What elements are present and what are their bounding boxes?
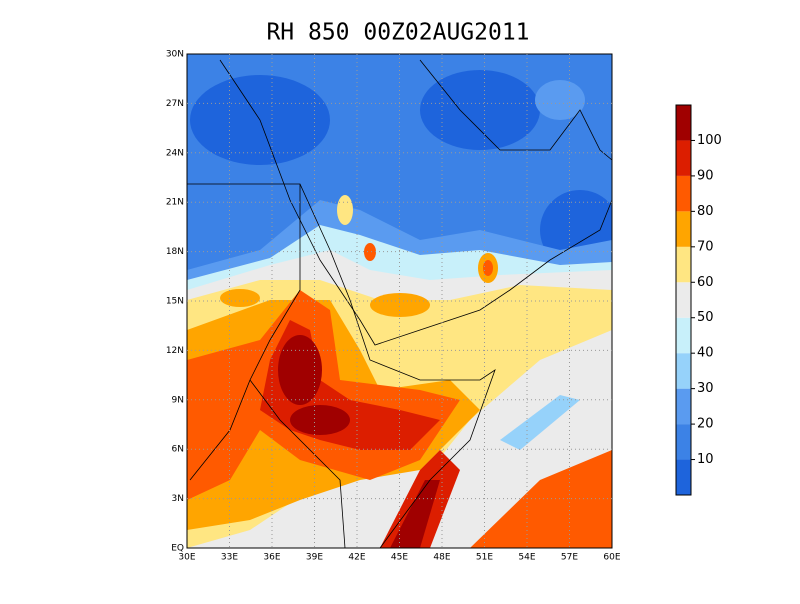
y-tick-label: 30N [166,50,184,60]
coastlines [187,59,613,549]
x-tick-label: 45E [391,553,408,563]
colorbar-swatch [676,211,691,247]
colorbar-swatch [676,282,691,318]
colorbar-swatch [676,317,691,354]
x-tick-label: 57E [561,553,578,563]
colorbar-label: 40 [697,346,714,361]
y-tick-label: 15N [166,297,184,307]
colorbar-label: 10 [697,452,714,467]
colorbar-swatch [676,459,691,495]
colorbar-label: 60 [697,275,714,290]
x-tick-label: 33E [221,553,238,563]
y-tick-label: EQ [171,544,184,554]
colorbar-label: 50 [697,310,714,325]
colorbar-swatch [676,353,691,389]
colorbar: 10 20 30 40 50 60 70 80 90 100 [675,104,722,496]
colorbar-swatch [676,105,691,141]
colorbar-label: 70 [697,239,714,254]
y-tick-label: 18N [166,247,184,257]
colorbar-label: 100 [697,133,722,148]
colorbar-frame [675,104,692,496]
colorbar-swatch [676,175,691,212]
y-tick-label: 21N [166,198,184,208]
colorbar-label: 30 [697,381,714,396]
colorbar-swatch [676,388,691,425]
x-tick-label: 39E [306,553,323,563]
y-tick-label: 9N [172,395,184,405]
colorbar-swatch [676,140,691,176]
colorbar-label: 80 [697,204,714,219]
y-tick-label: 12N [166,346,184,356]
y-tick-label: 6N [172,445,184,455]
x-tick-label: 54E [518,553,535,563]
grid: 30E 33E 36E 39E 42E 45E 48E 51E 54E 57E 60E EQ 3N 6N 9… [166,50,621,563]
x-tick-label: 36E [263,553,280,563]
colorbar-swatch [676,424,691,460]
x-tick-label: 60E [603,553,620,563]
x-tick-label: 30E [178,553,195,563]
colorbar-label: 90 [697,168,714,183]
x-tick-label: 48E [433,553,450,563]
y-tick-label: 27N [166,99,184,109]
title: RH 850 00Z02AUG2011 [266,20,529,46]
colorbar-swatch [676,246,691,283]
x-tick-label: 42E [348,553,365,563]
y-tick-label: 24N [166,148,184,158]
y-tick-label: 3N [172,494,184,504]
x-tick-label: 51E [476,553,493,563]
colorbar-label: 20 [697,417,714,432]
